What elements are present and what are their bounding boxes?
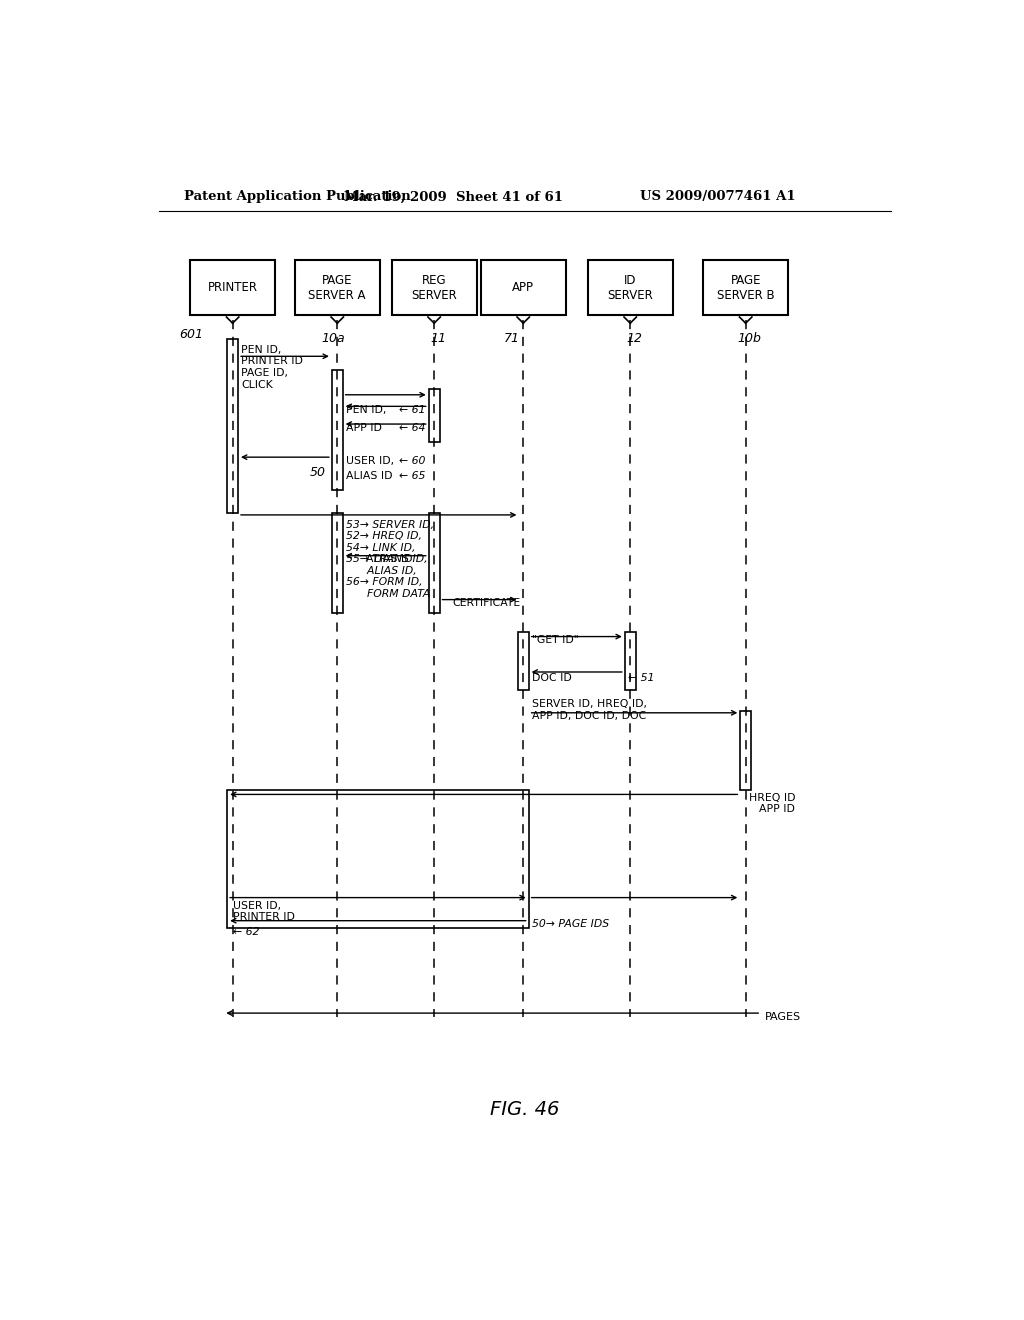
- Bar: [703, 260, 788, 315]
- Text: ← 60: ← 60: [399, 455, 426, 466]
- Text: ← 64: ← 64: [399, 422, 426, 433]
- Text: ID
SERVER: ID SERVER: [607, 273, 653, 302]
- Text: 52→ HREQ ID,: 52→ HREQ ID,: [346, 531, 422, 541]
- Bar: [227, 789, 528, 928]
- Text: ← 62: ← 62: [233, 927, 260, 937]
- Text: PEN ID,: PEN ID,: [346, 405, 386, 414]
- Bar: [429, 512, 439, 612]
- Text: "GET ID": "GET ID": [531, 635, 579, 645]
- Bar: [295, 260, 380, 315]
- Text: USER ID,
PRINTER ID: USER ID, PRINTER ID: [233, 900, 295, 923]
- Text: 55→ TRANS ID,: 55→ TRANS ID,: [346, 554, 427, 564]
- Text: ALIAS ID,: ALIAS ID,: [346, 566, 417, 576]
- Text: ← 61: ← 61: [399, 405, 426, 414]
- Text: 71: 71: [504, 331, 519, 345]
- Text: PEN ID,
PRINTER ID
PAGE ID,
CLICK: PEN ID, PRINTER ID PAGE ID, CLICK: [241, 345, 303, 389]
- Text: APP ID: APP ID: [346, 422, 382, 433]
- Bar: [190, 260, 275, 315]
- Text: PAGE
SERVER A: PAGE SERVER A: [308, 273, 366, 302]
- Text: DOC ID: DOC ID: [531, 673, 571, 682]
- Bar: [429, 389, 439, 442]
- Text: 10b: 10b: [737, 331, 762, 345]
- Text: 11: 11: [430, 331, 446, 345]
- Text: 50→ PAGE IDS: 50→ PAGE IDS: [531, 919, 609, 929]
- Text: CERTIFICATE: CERTIFICATE: [453, 598, 520, 609]
- Text: ← 51: ← 51: [628, 673, 654, 682]
- Text: ← 65: ← 65: [399, 471, 426, 480]
- Text: PRINTER: PRINTER: [208, 281, 258, 294]
- Text: 601: 601: [179, 327, 203, 341]
- Text: APP: APP: [512, 281, 535, 294]
- Bar: [391, 260, 477, 315]
- Text: 56→ FORM ID,: 56→ FORM ID,: [346, 577, 422, 587]
- Text: HREQ ID
APP ID: HREQ ID APP ID: [749, 793, 796, 814]
- Text: USER ID,: USER ID,: [346, 455, 394, 466]
- Text: ALIAS ID: ALIAS ID: [367, 554, 413, 564]
- Bar: [518, 632, 528, 689]
- Bar: [332, 512, 343, 612]
- Text: REG
SERVER: REG SERVER: [412, 273, 457, 302]
- Text: PAGE
SERVER B: PAGE SERVER B: [717, 273, 774, 302]
- Text: FORM DATA: FORM DATA: [346, 589, 430, 599]
- Text: 54→ LINK ID,: 54→ LINK ID,: [346, 543, 416, 553]
- Text: 50: 50: [309, 466, 326, 479]
- Text: 12: 12: [626, 331, 642, 345]
- Text: US 2009/0077461 A1: US 2009/0077461 A1: [640, 190, 795, 203]
- Text: PAGES: PAGES: [765, 1011, 801, 1022]
- Text: ALIAS ID: ALIAS ID: [346, 471, 392, 480]
- Bar: [227, 339, 238, 512]
- Text: SERVER ID, HREQ ID,
APP ID, DOC ID, DOC: SERVER ID, HREQ ID, APP ID, DOC ID, DOC: [531, 700, 647, 721]
- Bar: [625, 632, 636, 689]
- Bar: [588, 260, 673, 315]
- Bar: [332, 370, 343, 490]
- Text: Patent Application Publication: Patent Application Publication: [183, 190, 411, 203]
- Bar: [480, 260, 566, 315]
- Text: 10a: 10a: [322, 331, 345, 345]
- Text: FIG. 46: FIG. 46: [490, 1100, 559, 1119]
- Text: Mar. 19, 2009  Sheet 41 of 61: Mar. 19, 2009 Sheet 41 of 61: [344, 190, 563, 203]
- Text: 53→ SERVER ID,: 53→ SERVER ID,: [346, 520, 434, 529]
- Bar: [740, 711, 751, 789]
